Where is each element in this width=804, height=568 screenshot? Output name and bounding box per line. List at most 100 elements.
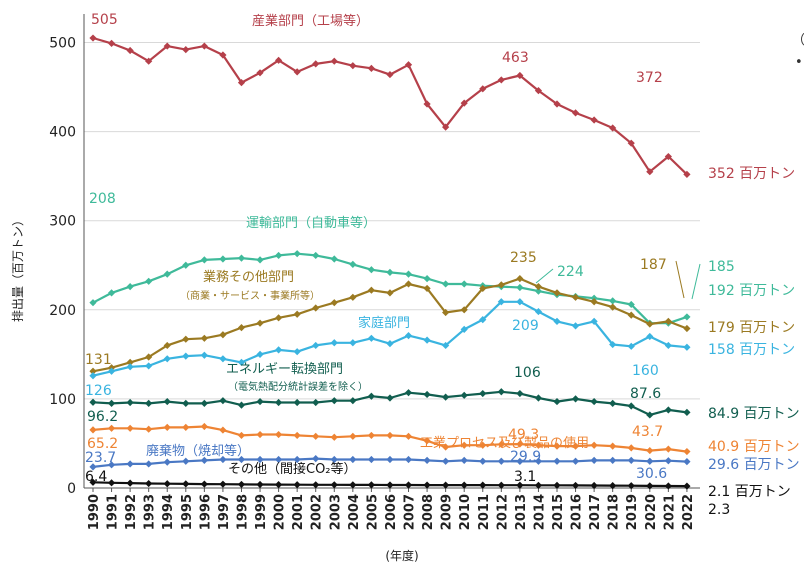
series-name-transport: 運輸部門（自動車等） [246, 215, 376, 231]
x-tick-label: 2021 [662, 494, 677, 530]
point-commercial [219, 331, 227, 339]
point-residential [664, 341, 672, 350]
point-waste [89, 463, 97, 471]
point-energy [646, 411, 654, 419]
point-energy [553, 397, 561, 406]
point-process [646, 446, 654, 455]
point-energy [442, 393, 450, 401]
point-energy [163, 397, 171, 406]
point-transport [126, 283, 134, 291]
point-process [571, 442, 580, 450]
point-industry [571, 109, 580, 117]
x-tick-label: 1991 [106, 494, 121, 530]
point-energy [627, 402, 635, 410]
y-axis-title: 排出量（百万トン） [11, 214, 25, 322]
point-industry [442, 123, 450, 131]
point-other [293, 481, 301, 489]
point-energy [312, 398, 320, 407]
x-tick-label: 2010 [458, 494, 473, 530]
series-line-industry [92, 36, 688, 176]
point-industry [107, 39, 116, 47]
point-process [664, 445, 672, 453]
point-waste [534, 457, 543, 465]
value-label-process: 40.9 百万トン [708, 439, 800, 455]
point-residential [404, 332, 413, 340]
point-waste [163, 458, 171, 466]
series-lines [89, 34, 691, 490]
point-process [237, 431, 246, 440]
point-other [386, 481, 394, 489]
point-waste [553, 457, 561, 465]
point-industry [516, 71, 524, 80]
x-tick-label: 1995 [180, 494, 195, 530]
point-transport [145, 277, 153, 285]
point-commercial [627, 311, 635, 319]
axes [83, 14, 700, 489]
point-industry [479, 85, 487, 93]
x-tick-label: 2003 [328, 494, 343, 530]
point-industry [126, 46, 134, 55]
point-commercial [330, 299, 338, 307]
x-tick-label: 2013 [514, 494, 529, 530]
point-energy [609, 399, 617, 407]
point-other [442, 481, 450, 489]
point-industry [219, 51, 227, 59]
x-tick-label: 2016 [570, 494, 585, 530]
point-transport [609, 297, 617, 305]
point-transport [293, 250, 301, 258]
point-commercial [349, 293, 357, 301]
point-process [423, 437, 431, 445]
point-energy [423, 390, 431, 399]
point-other [627, 482, 635, 490]
point-commercial [479, 284, 487, 293]
point-other [349, 481, 357, 489]
point-industry [553, 100, 561, 108]
point-transport [312, 251, 320, 260]
x-tick-label: 2008 [421, 494, 436, 530]
point-industry [89, 34, 97, 42]
point-energy [107, 399, 116, 407]
y-tick-label: 500 [49, 36, 76, 52]
x-tick-label: 2005 [365, 494, 380, 530]
point-waste [200, 456, 208, 464]
x-axis-title: (年度) [385, 548, 418, 563]
point-transport [89, 299, 97, 307]
point-industry [627, 139, 635, 147]
series-name-residential: 家庭部門 [358, 315, 410, 331]
point-waste [571, 457, 580, 465]
point-other [553, 481, 561, 489]
point-other [256, 480, 264, 489]
point-energy [497, 388, 505, 396]
point-process [182, 423, 190, 432]
y-tick-label: 400 [49, 125, 76, 141]
point-residential [386, 340, 394, 348]
point-industry [256, 69, 264, 77]
y-tick-label: 300 [49, 214, 76, 230]
value-label-industry: 505 [91, 12, 118, 28]
point-transport [460, 280, 468, 288]
leader-line-transport [691, 263, 701, 300]
point-commercial [126, 358, 134, 366]
point-process [256, 430, 264, 439]
point-commercial [182, 335, 190, 343]
point-commercial [664, 317, 672, 325]
point-process [460, 441, 468, 449]
point-other [312, 481, 320, 489]
point-process [293, 431, 301, 440]
point-other [200, 480, 208, 488]
point-industry [404, 61, 413, 69]
value-label-other: 2.1 百万トン [708, 484, 791, 500]
point-transport [442, 280, 450, 288]
x-tick-label: 2000 [273, 494, 288, 530]
x-tick-label: 2018 [607, 494, 622, 530]
point-transport [107, 289, 116, 297]
point-energy [256, 397, 264, 406]
point-commercial [293, 310, 301, 318]
series-line-transport [92, 252, 688, 325]
point-residential [423, 336, 431, 344]
point-waste [423, 456, 431, 464]
point-industry [163, 42, 171, 50]
point-residential [89, 372, 97, 380]
point-residential [609, 340, 617, 349]
